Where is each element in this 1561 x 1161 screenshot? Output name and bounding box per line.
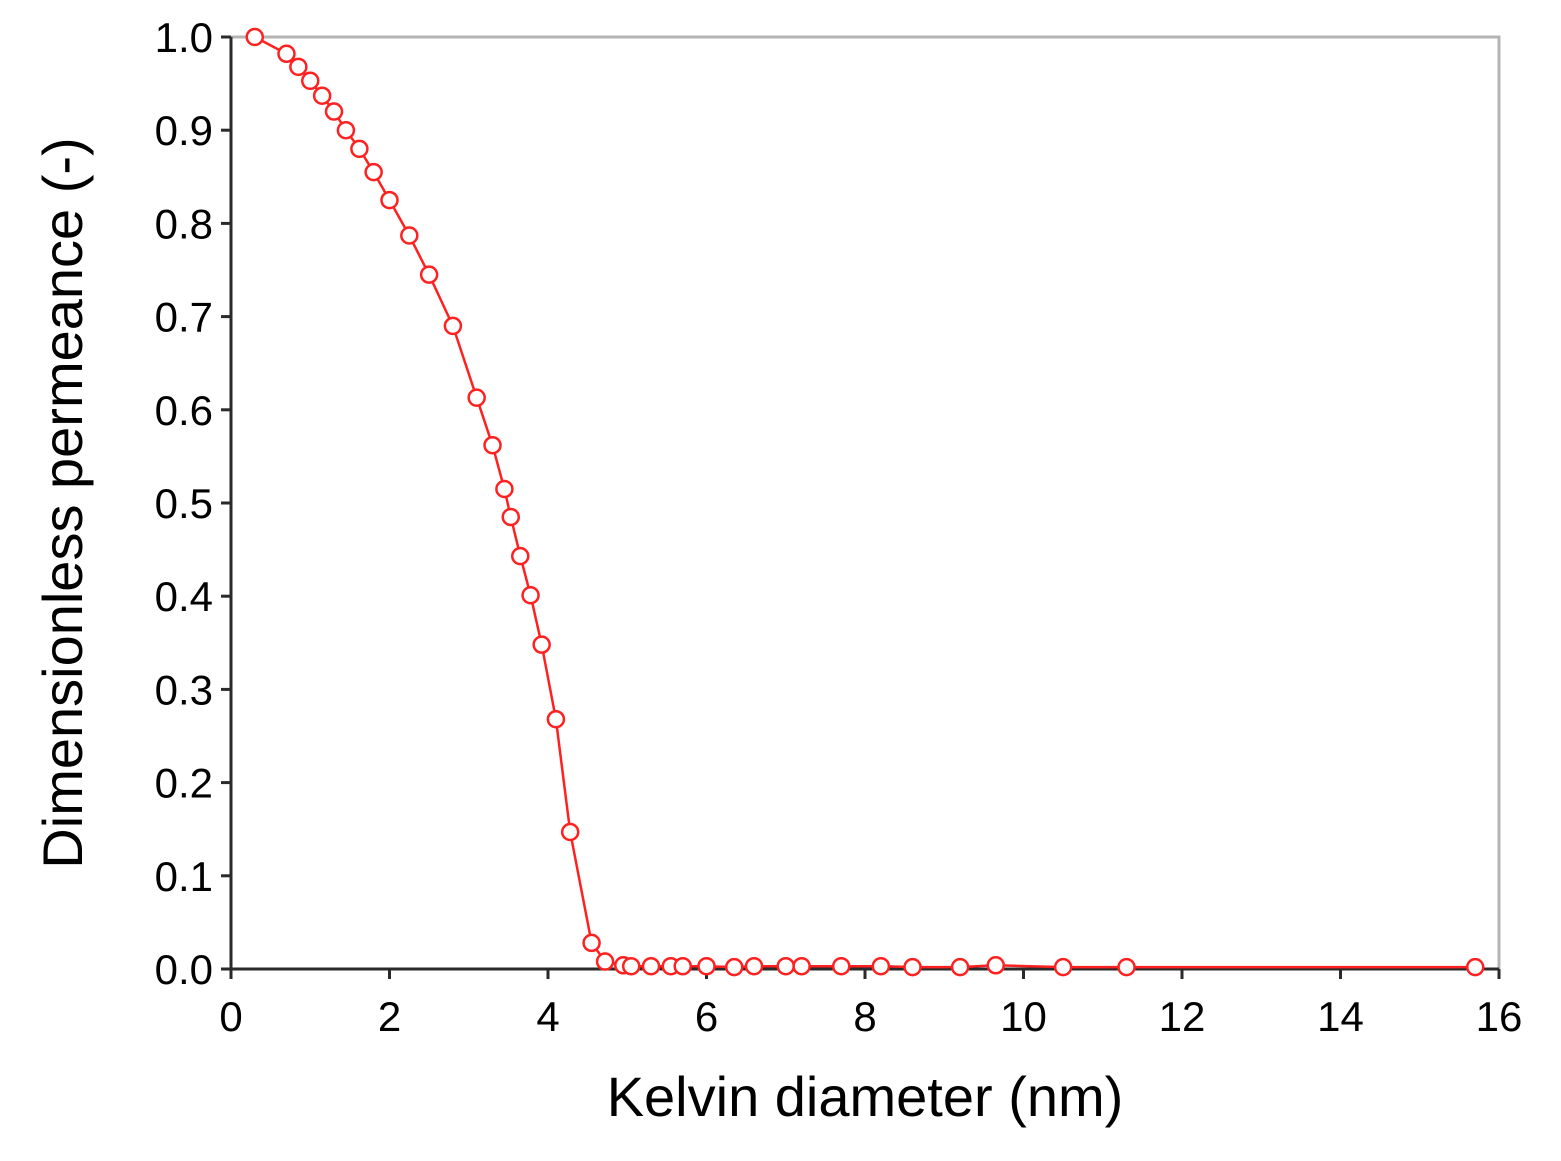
- y-axis-title: Dimensionless permeance (-): [31, 137, 94, 868]
- data-point: [467, 388, 486, 407]
- data-point: [245, 27, 265, 47]
- plot-frame: [229, 35, 1501, 971]
- data-point: [831, 956, 851, 976]
- data-point: [641, 956, 661, 976]
- data-point: [495, 479, 514, 499]
- data-point: [324, 102, 344, 121]
- y-tick-label: 0.3: [155, 666, 213, 713]
- data-point: [673, 956, 692, 976]
- x-tick-label: 4: [536, 993, 559, 1040]
- y-tick-label: 0.7: [155, 294, 213, 341]
- data-point: [443, 316, 463, 336]
- data-point: [301, 71, 320, 91]
- x-ticks: 0 2 4 6 8 10 12 14 16: [219, 969, 1522, 1040]
- x-tick-label: 16: [1476, 993, 1523, 1040]
- data-point: [312, 86, 332, 105]
- x-tick-label: 12: [1159, 993, 1206, 1040]
- x-tick-label: 2: [378, 993, 401, 1040]
- data-point: [336, 120, 356, 140]
- x-axis-title: Kelvin diameter (nm): [607, 1065, 1124, 1128]
- y-tick-label: 0.9: [155, 107, 213, 154]
- data-point: [419, 265, 439, 284]
- y-tick-label: 0.6: [155, 387, 213, 434]
- data-point: [1053, 957, 1073, 977]
- data-point: [350, 139, 369, 159]
- data-point: [1117, 957, 1136, 977]
- y-tick-label: 0.2: [155, 760, 213, 807]
- y-tick-label: 0.8: [155, 200, 213, 247]
- data-point: [546, 709, 566, 729]
- data-point: [511, 546, 530, 566]
- data-point: [560, 822, 580, 842]
- y-tick-label: 0.0: [155, 946, 213, 993]
- y-tick-label: 0.5: [155, 480, 213, 527]
- data-point: [364, 162, 383, 182]
- y-tick-label: 1.0: [155, 14, 213, 61]
- data-point: [501, 507, 521, 527]
- series-group: [245, 27, 1485, 977]
- data-point: [277, 44, 296, 64]
- data-point: [792, 956, 811, 976]
- data-point: [532, 635, 551, 654]
- data-point: [776, 956, 795, 976]
- data-point: [582, 933, 601, 953]
- data-point: [724, 957, 744, 977]
- data-point: [903, 957, 922, 977]
- data-point: [483, 435, 502, 455]
- data-point: [950, 957, 970, 977]
- data-point: [400, 226, 419, 245]
- data-point: [621, 956, 641, 976]
- y-tick-label: 0.1: [155, 853, 213, 900]
- data-point: [744, 956, 764, 976]
- x-tick-label: 0: [219, 993, 242, 1040]
- data-point: [1465, 957, 1485, 977]
- y-tick-label: 0.4: [155, 573, 213, 620]
- data-point: [521, 586, 540, 605]
- data-point: [986, 956, 1006, 975]
- data-point: [697, 956, 716, 976]
- data-point: [871, 956, 891, 976]
- x-tick-label: 10: [1000, 993, 1047, 1040]
- y-ticks: 0.0 0.1 0.2 0.3 0.4 0.5 0.6 0.7 0.8 0.9 1.0: [155, 14, 231, 993]
- data-point: [380, 190, 399, 210]
- data-point: [595, 952, 615, 971]
- x-tick-label: 14: [1317, 993, 1364, 1040]
- x-tick-label: 8: [853, 993, 876, 1040]
- data-point: [289, 57, 308, 77]
- x-tick-label: 6: [695, 993, 718, 1040]
